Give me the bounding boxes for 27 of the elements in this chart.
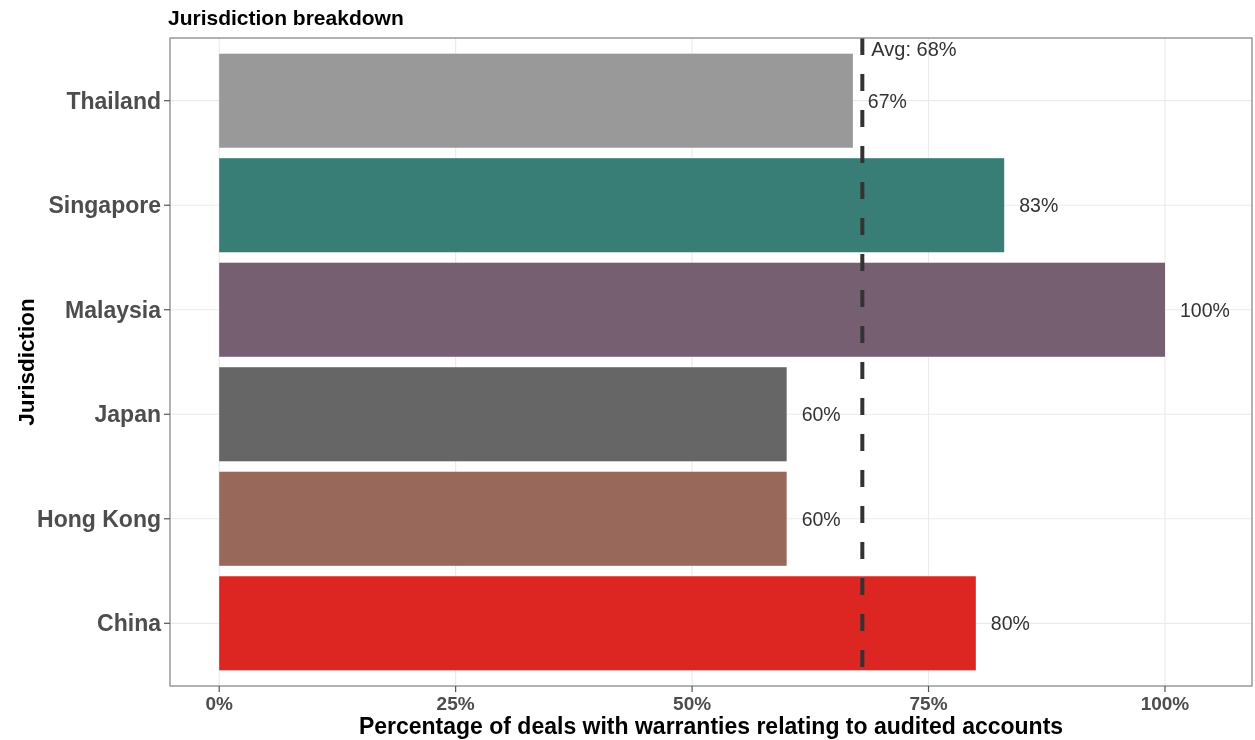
bar [219, 367, 787, 462]
data-label: 60% [801, 403, 841, 426]
bar [219, 262, 1165, 357]
chart-title: Jurisdiction breakdown [168, 6, 404, 29]
bar [219, 576, 976, 671]
ref-line-label: Avg: 68% [871, 38, 957, 60]
y-tick-label: Japan [94, 401, 161, 428]
bar [219, 471, 787, 566]
y-tick-label: Thailand [66, 87, 161, 114]
data-label: 100% [1179, 298, 1230, 321]
data-label: 83% [1019, 194, 1059, 217]
x-axis-title: Percentage of deals with warranties relating to audited accounts [358, 713, 1064, 739]
x-tick-label: 75% [909, 693, 948, 714]
data-label: 67% [867, 89, 907, 112]
y-tick-label: Hong Kong [37, 505, 161, 532]
bar [219, 158, 1005, 253]
data-label: 80% [990, 612, 1030, 635]
x-tick-label: 100% [1140, 693, 1190, 714]
y-tick-label: Malaysia [65, 296, 162, 323]
y-tick-label: Singapore [48, 192, 161, 219]
x-tick-label: 25% [436, 693, 475, 714]
y-axis-title: Jurisdiction [14, 298, 39, 426]
x-tick-label: 50% [673, 693, 712, 714]
y-tick-label: China [97, 610, 162, 637]
data-label: 60% [801, 507, 841, 530]
bar [219, 53, 853, 148]
x-tick-label: 0% [205, 693, 234, 714]
